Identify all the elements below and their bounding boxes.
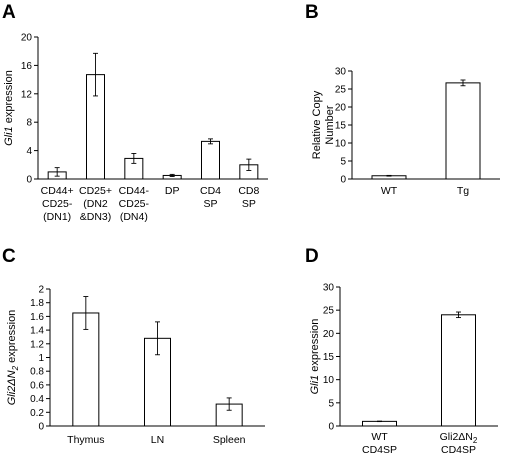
y-axis-label: Relative CopyNumber [311, 90, 336, 159]
y-axis-label: Gli2ΔN2 expression [6, 310, 20, 406]
category-label: Gli2ΔN2 [440, 431, 478, 445]
category-label: Spleen [213, 434, 246, 446]
panel-letter-d: D [305, 246, 319, 267]
chart-panel-b: 0 5 10 15 20 25 30 Relative CopyNumber WT Tg [311, 67, 500, 197]
y-tick-label: 0.4 [30, 394, 44, 405]
y-tick-label: 0 [328, 422, 334, 433]
category-label: CD4 [200, 185, 221, 197]
panel-letter-c: C [2, 246, 16, 267]
category-label: CD44- [119, 185, 150, 197]
y-tick-label: 1.4 [30, 326, 44, 337]
bar [445, 82, 481, 180]
category-label: (DN4) [120, 211, 148, 223]
y-tick-label: 4 [26, 146, 32, 157]
y-tick-label: 16 [21, 61, 33, 72]
bar [362, 420, 397, 427]
y-tick-label: 30 [323, 283, 335, 294]
category-label: WT [371, 431, 388, 443]
category-label: CD4SP [441, 444, 476, 456]
y-tick-label: 10 [335, 139, 347, 150]
y-tick-label: 1.2 [30, 339, 44, 350]
y-axis-label: Gli1 expression [309, 319, 321, 395]
panel-letter-a: A [2, 2, 16, 23]
y-tick-label: 1.8 [30, 298, 44, 309]
y-tick-label: 1.6 [30, 312, 44, 323]
y-tick-label: 15 [335, 121, 347, 132]
category-label: CD25+ [79, 185, 112, 197]
y-tick-label: 0.8 [30, 367, 44, 378]
category-label: CD44+ [41, 185, 74, 197]
y-tick-label: 15 [323, 352, 335, 363]
y-tick-label: 0 [340, 175, 346, 186]
y-tick-label: 2 [38, 285, 44, 296]
y-tick-label: 25 [323, 306, 335, 317]
bar [201, 140, 220, 180]
y-tick-label: 25 [335, 85, 347, 96]
category-label: CD4SP [362, 444, 397, 456]
y-tick-label: 20 [335, 103, 347, 114]
category-label: Tg [457, 185, 469, 197]
y-tick-label: 5 [328, 398, 334, 409]
category-label: DP [165, 185, 180, 197]
category-label: LN [151, 434, 164, 446]
chart-panel-c: 0 0.2 0.4 0.6 0.8 1 1.2 1.4 1.6 1.8 2 Gli2ΔN2 expre… [6, 285, 265, 446]
y-tick-label: 20 [21, 33, 33, 44]
y-tick-label: 0.6 [30, 380, 44, 391]
category-label: SP [203, 198, 217, 210]
y-tick-label: 10 [323, 375, 335, 386]
y-axis-label: Gli1 expression [3, 70, 15, 146]
y-tick-label: 30 [335, 67, 347, 78]
category-label: CD25- [42, 198, 73, 210]
y-tick-label: 1 [38, 353, 44, 364]
panel-letter-b: B [305, 2, 319, 23]
y-tick-label: 0 [38, 422, 44, 433]
y-tick-label: 8 [26, 118, 32, 129]
y-tick-label: 0.2 [30, 408, 44, 419]
category-label: WT [381, 185, 398, 197]
category-label: (DN1) [43, 211, 71, 223]
category-label: CD25- [119, 198, 150, 210]
bar [441, 314, 476, 427]
category-label: (DN2 [83, 198, 108, 210]
category-label: CD8 [238, 185, 259, 197]
y-tick-label: 20 [323, 329, 335, 340]
category-label: Thymus [67, 434, 104, 446]
category-label: SP [242, 198, 256, 210]
y-tick-label: 12 [21, 89, 33, 100]
y-tick-label: 0 [26, 175, 32, 186]
bar [72, 312, 100, 427]
y-tick-label: 5 [340, 157, 346, 168]
category-label: &DN3) [80, 211, 112, 223]
